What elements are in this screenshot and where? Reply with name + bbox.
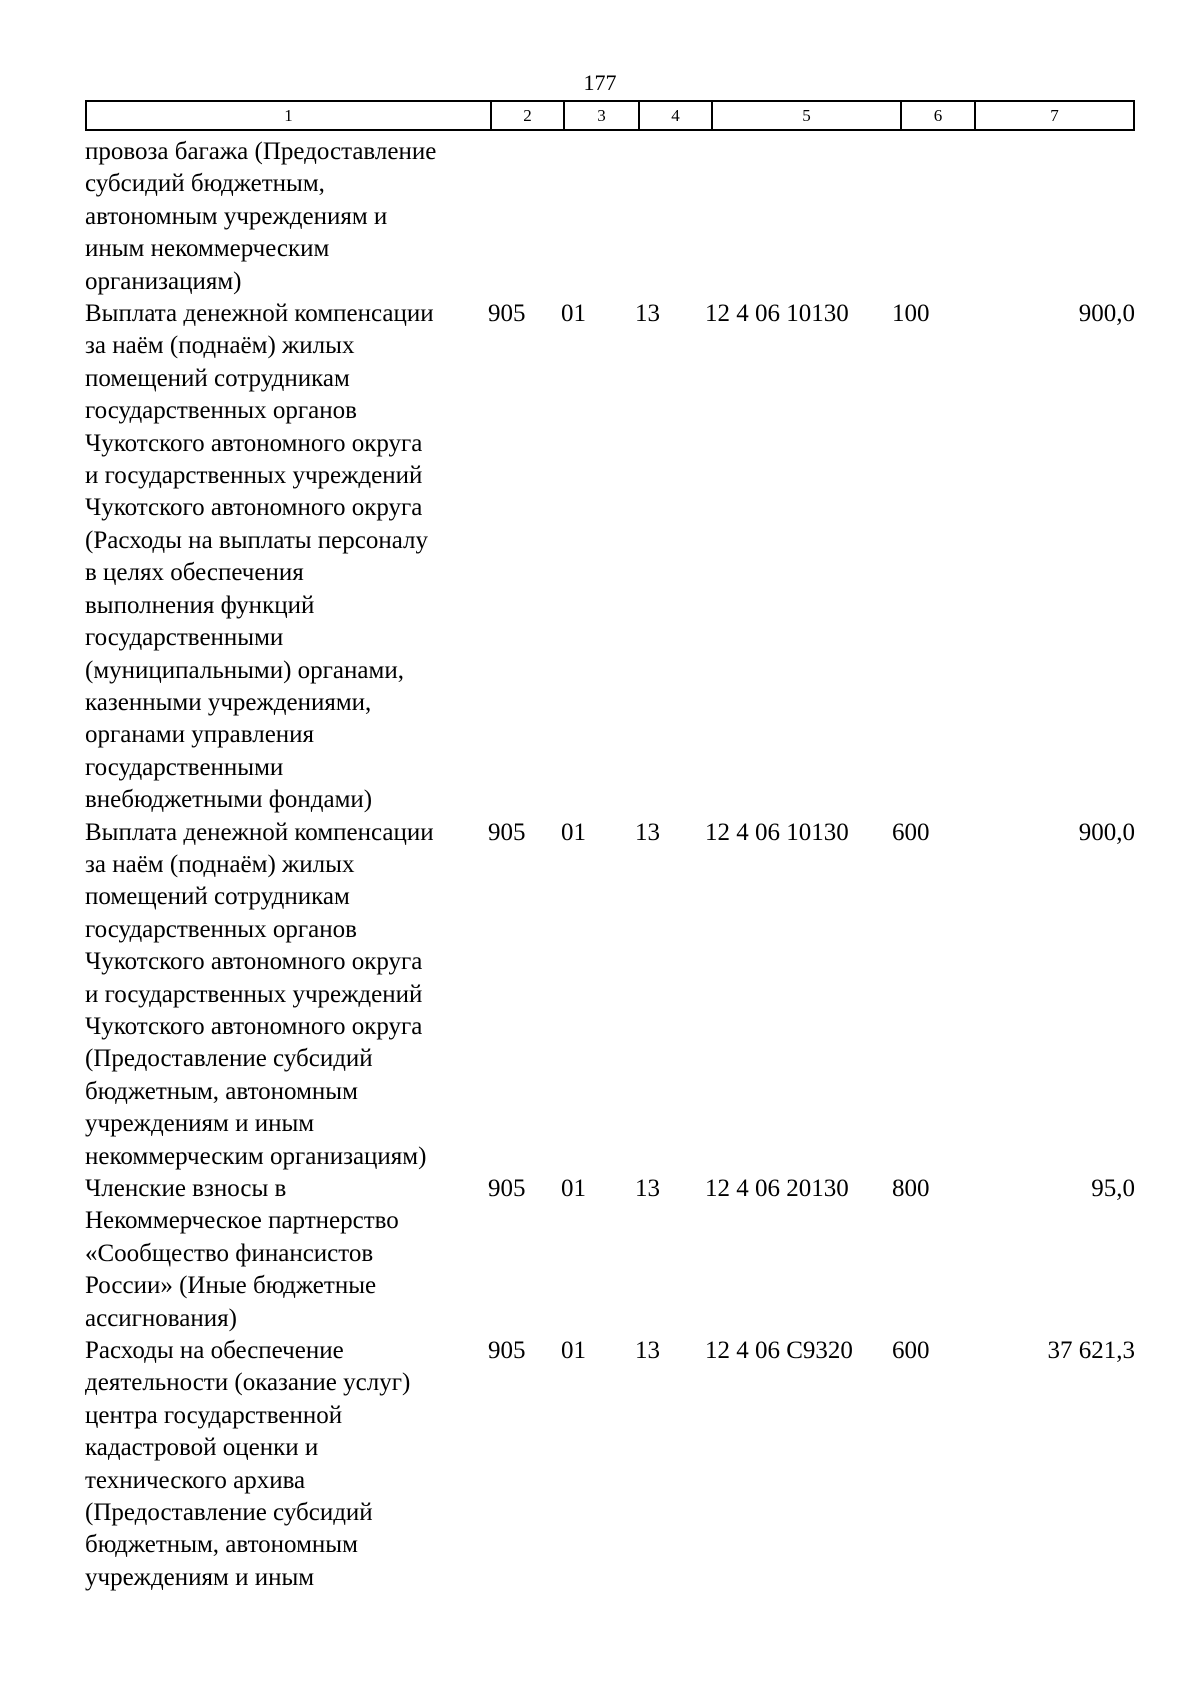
column-header-7: 7 [974, 100, 1135, 131]
column-header-1: 1 [85, 100, 492, 131]
description-line: центра государственной [85, 1401, 343, 1429]
row-description: провоза багажа (Предоставление субсидий б… [85, 136, 485, 298]
description-line: технического архива [85, 1466, 306, 1494]
table-row: Выплата денежной компенсации за наём (под… [85, 817, 1135, 1173]
description-line: выполнения функций [85, 591, 315, 619]
description-line: казенными учреждениями, [85, 688, 372, 716]
table-row: провоза багажа (Предоставление субсидий б… [85, 136, 1135, 298]
description-line: бюджетным, автономным [85, 1077, 358, 1105]
description-line: государственными [85, 753, 284, 781]
description-line: органами управления [85, 721, 315, 749]
cell-col-7: 95,0 [1091, 1175, 1135, 1202]
cell-col-6: 100 [892, 300, 930, 328]
table-row: Выплата денежной компенсации за наём (под… [85, 298, 1135, 817]
cell-col-3: 01 [561, 1175, 586, 1202]
description-line: учреждениям и иным [85, 1110, 315, 1138]
column-header-6: 6 [900, 100, 976, 131]
cell-col-7: 37 621,3 [1047, 1337, 1136, 1365]
description-line: и государственных учреждений [85, 462, 423, 490]
description-line: государственными [85, 624, 284, 652]
cell-col-5: 12 4 06 20130 [705, 1175, 849, 1202]
cell-col-3: 01 [561, 300, 586, 328]
description-line: Чукотского автономного округа [85, 948, 423, 976]
column-header-5: 5 [711, 100, 902, 131]
row-description: Выплата денежной компенсации за наём (под… [85, 817, 485, 1173]
description-line: Расходы на обеспечение [85, 1337, 344, 1365]
description-line: Чукотского автономного округа [85, 429, 423, 457]
row-description: Выплата денежной компенсации за наём (под… [85, 298, 485, 817]
cell-col-7: 900,0 [1078, 818, 1135, 846]
table-body: провоза багажа (Предоставление субсидий б… [85, 136, 1135, 1594]
cell-col-2: 905 [488, 1337, 526, 1365]
cell-col-2: 905 [488, 300, 526, 328]
description-line: бюджетным, автономным [85, 1531, 358, 1559]
column-header-2: 2 [490, 100, 565, 131]
cell-col-6: 600 [892, 818, 930, 846]
description-line: в целях обеспечения [85, 559, 304, 587]
row-description: Членские взносы в Некоммерческое партнерс… [85, 1173, 485, 1335]
description-line: России» (Иные бюджетные [85, 1272, 377, 1300]
cell-col-6: 600 [892, 1337, 930, 1365]
description-line: (Расходы на выплаты персоналу [85, 526, 429, 554]
column-header-4: 4 [638, 100, 713, 131]
description-line: субсидий бюджетным, [85, 170, 325, 198]
description-line: и государственных учреждений [85, 980, 423, 1008]
description-line: ассигнования) [85, 1304, 237, 1332]
cell-col-4: 13 [635, 300, 660, 328]
cell-col-5: 12 4 06 10130 [705, 300, 849, 328]
cell-col-3: 01 [561, 1337, 586, 1365]
column-header-3: 3 [563, 100, 640, 131]
description-line: организациям) [85, 267, 242, 295]
description-line: Выплата денежной компенсации [85, 818, 434, 846]
description-line: (Предоставление субсидий [85, 1045, 373, 1073]
description-line: за наём (поднаём) жилых [85, 332, 355, 360]
description-line: Чукотского автономного округа [85, 494, 423, 522]
column-header-row: 1 2 3 4 5 6 7 [85, 100, 1135, 131]
description-line: государственных органов [85, 397, 357, 425]
cell-col-4: 13 [635, 1175, 660, 1202]
cell-col-4: 13 [635, 1337, 660, 1365]
description-line: Некоммерческое партнерство [85, 1207, 399, 1235]
table-row: Расходы на обеспечение деятельности (оказ… [85, 1335, 1135, 1594]
description-line: (Предоставление субсидий [85, 1499, 373, 1527]
description-line: иным некоммерческим [85, 235, 330, 263]
description-line: провоза багажа (Предоставление [85, 138, 437, 165]
description-line: государственных органов [85, 915, 357, 943]
row-description: Расходы на обеспечение деятельности (оказ… [85, 1335, 485, 1594]
description-line: автономным учреждениям и [85, 202, 388, 230]
cell-col-5: 12 4 06 10130 [705, 818, 849, 846]
page-number: 177 [583, 70, 617, 95]
table-row: Членские взносы в Некоммерческое партнерс… [85, 1173, 1135, 1335]
cell-col-3: 01 [561, 818, 586, 846]
cell-col-2: 905 [488, 818, 526, 846]
description-line: Чукотского автономного округа [85, 1012, 423, 1040]
description-line: (муниципальными) органами, [85, 656, 404, 684]
description-line: кадастровой оценки и [85, 1434, 319, 1462]
description-line: деятельности (оказание услуг) [85, 1369, 411, 1397]
description-line: помещений сотрудникам [85, 364, 350, 392]
description-line: за наём (поднаём) жилых [85, 850, 355, 878]
cell-col-7: 900,0 [1078, 300, 1135, 328]
description-line: Выплата денежной компенсации [85, 300, 434, 328]
cell-col-6: 800 [892, 1175, 930, 1202]
description-line: некоммерческим организациям) [85, 1142, 427, 1170]
cell-col-5: 12 4 06 С9320 [705, 1337, 853, 1365]
cell-col-2: 905 [488, 1175, 526, 1202]
description-line: Членские взносы в [85, 1175, 287, 1202]
description-line: «Сообщество финансистов [85, 1239, 374, 1267]
description-line: внебюджетными фондами) [85, 786, 373, 814]
description-line: помещений сотрудникам [85, 883, 350, 911]
description-line: учреждениям и иным [85, 1563, 315, 1591]
cell-col-4: 13 [635, 818, 660, 846]
